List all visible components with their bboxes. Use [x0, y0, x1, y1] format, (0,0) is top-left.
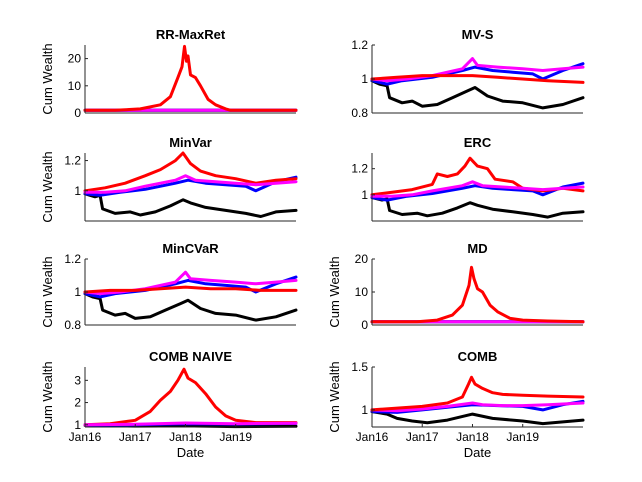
chart-8-xtick-label: Jan16: [356, 430, 389, 444]
chart-8-xlabel: Date: [464, 445, 491, 460]
chart-3-series-red: [83, 151, 298, 193]
chart-5-ytick-label: 1: [74, 285, 81, 299]
chart-6-ytick-label: 0: [361, 318, 368, 332]
chart-7-title: COMB NAIVE: [149, 349, 232, 364]
chart-6-ytick-label: 10: [355, 285, 369, 299]
chart-6-ylabel: Cum Wealth: [327, 256, 342, 327]
chart-4-series-magenta: [370, 180, 585, 198]
chart-4-title: ERC: [464, 135, 492, 150]
chart-7-ytick-label: 1: [74, 418, 81, 432]
chart-8-series-red: [370, 375, 585, 412]
chart-5-series-magenta: [83, 270, 298, 296]
chart-4-ytick-label: 1: [361, 188, 368, 202]
chart-6-title: MD: [467, 241, 487, 256]
chart-2-series-black: [370, 79, 585, 110]
chart-1-ytick-label: 0: [74, 106, 81, 120]
chart-1-ylabel: Cum Wealth: [40, 43, 55, 114]
chart-2-ytick-label: 1: [361, 72, 368, 86]
chart-3-ylabel: Cum Wealth: [40, 151, 55, 222]
chart-1-ytick-label: 10: [68, 79, 82, 93]
chart-5-ylabel: Cum Wealth: [40, 256, 55, 327]
chart-4-ytick-label: 1.2: [351, 162, 368, 176]
chart-5-ytick-label: 0.8: [64, 318, 81, 332]
chart-3-series-magenta: [83, 174, 298, 194]
chart-8-xtick-label: Jan17: [406, 430, 439, 444]
chart-3-series-black: [83, 192, 298, 218]
chart-2-series-magenta: [370, 57, 585, 83]
chart-6-ytick-label: 20: [355, 252, 369, 266]
chart-3-ytick-label: 1: [74, 184, 81, 198]
chart-2-ytick-label: 1.2: [351, 38, 368, 52]
chart-7-xtick-label: Jan19: [219, 430, 252, 444]
chart-8-xtick-label: Jan18: [456, 430, 489, 444]
chart-8-ytick-label: 1: [361, 403, 368, 417]
chart-5-series-black: [83, 292, 298, 322]
chart-2-ytick-label: 0.8: [351, 106, 368, 120]
chart-5-title: MinCVaR: [162, 241, 219, 256]
chart-7-ylabel: Cum Wealth: [40, 361, 55, 432]
chart-7-xtick-label: Jan17: [119, 430, 152, 444]
chart-6-series-red: [370, 265, 585, 324]
chart-8-xtick-label: Jan19: [506, 430, 539, 444]
chart-7-xlabel: Date: [177, 445, 204, 460]
chart-5-ytick-label: 1.2: [64, 252, 81, 266]
chart-3-ytick-label: 1.2: [64, 154, 81, 168]
chart-1-ytick-label: 20: [68, 52, 82, 66]
chart-8-ytick-label: 1.5: [351, 360, 368, 374]
chart-7-series-magenta: [83, 421, 298, 427]
chart-8-series-black: [370, 410, 585, 426]
chart-5-series-red: [83, 285, 298, 294]
chart-7-xtick-label: Jan18: [169, 430, 202, 444]
chart-2-series-blue: [370, 62, 585, 86]
chart-1-title: RR-MaxRet: [156, 27, 226, 42]
chart-7-xtick-label: Jan16: [69, 430, 102, 444]
chart-7-ytick-label: 2: [74, 396, 81, 410]
chart-2-title: MV-S: [462, 27, 494, 42]
chart-3-title: MinVar: [169, 135, 212, 150]
chart-1-series-red: [83, 44, 298, 112]
chart-2-series-red: [370, 74, 585, 84]
chart-7-series-red: [83, 367, 298, 427]
chart-8-ylabel: Cum Wealth: [327, 361, 342, 432]
chart-7-ytick-label: 3: [74, 373, 81, 387]
chart-8-series-magenta: [370, 401, 585, 413]
chart-8-title: COMB: [458, 349, 498, 364]
chart-4-series-black: [370, 196, 585, 219]
